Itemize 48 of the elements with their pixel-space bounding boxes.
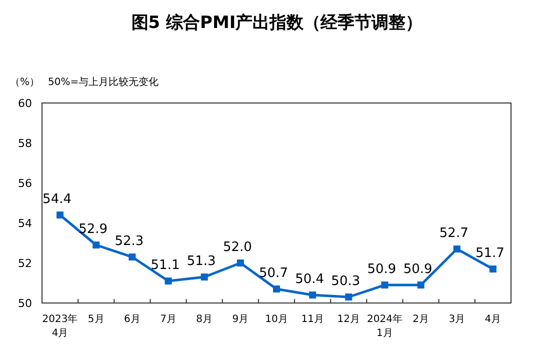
y-axis-title: （%）: [10, 77, 40, 88]
point: [92, 242, 100, 248]
x-tick-label: 2024年 1月: [367, 313, 402, 339]
data-label: 52.7: [439, 226, 468, 241]
point: [453, 246, 460, 252]
point: [236, 260, 244, 266]
point: [128, 254, 136, 260]
x-tick-label: 4月: [484, 314, 502, 325]
point: [273, 286, 280, 292]
x-tick-label: 10月: [265, 314, 288, 325]
x-tick-label: 6月: [124, 314, 140, 325]
point: [200, 274, 208, 280]
y-tick-label: 58: [18, 137, 32, 150]
x-tick-label: 12月: [337, 314, 360, 325]
point: [417, 282, 424, 288]
data-label: 51.7: [475, 246, 504, 261]
data-label: 51.1: [150, 258, 180, 273]
y-tick-label: 56: [18, 177, 32, 190]
point: [381, 282, 388, 288]
data-label: 54.4: [42, 192, 72, 207]
x-tick-label: 2月: [412, 314, 429, 325]
x-tick-label: 7月: [160, 314, 176, 325]
data-label: 51.3: [186, 254, 216, 269]
data-label: 50.4: [295, 272, 324, 287]
x-tick-label: 3月: [448, 314, 466, 325]
point: [345, 294, 352, 300]
data-label: 50.7: [259, 266, 288, 281]
y-tick-label: 52: [18, 257, 32, 270]
chart-title: 图5 综合PMI产出指数（经季节调整）: [131, 13, 423, 33]
x-tick-label: 2023年 4月: [42, 313, 78, 339]
data-label: 52.9: [78, 222, 108, 237]
x-tick-label: 11月: [301, 314, 324, 325]
point: [309, 292, 316, 298]
point: [164, 278, 172, 284]
y-tick-label: 54: [18, 217, 32, 230]
y-tick-label: 60: [18, 97, 32, 110]
data-label: 50.9: [403, 262, 432, 277]
data-label: 50.3: [331, 274, 360, 289]
x-tick-label: 5月: [88, 314, 104, 325]
point: [56, 212, 64, 218]
data-label: 52.0: [222, 240, 252, 255]
text: 50%=与上月比较无变化: [48, 76, 159, 88]
x-tick-label: 8月: [196, 314, 213, 325]
y-tick-label: 50: [18, 297, 32, 310]
data-label: 50.9: [367, 262, 396, 277]
point: [489, 266, 496, 272]
data-label: 52.3: [114, 234, 144, 249]
x-tick-label: 9月: [232, 314, 249, 325]
